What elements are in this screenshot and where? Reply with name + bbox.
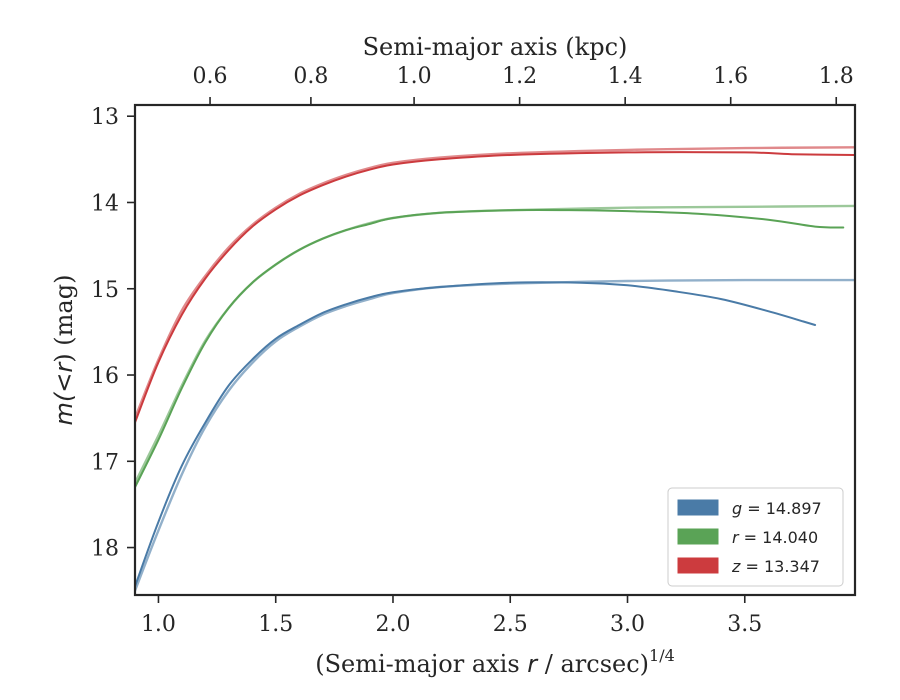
model-curve-g — [135, 278, 855, 592]
x-tick-label: 1.5 — [258, 612, 293, 637]
y-axis-title-var: r — [50, 361, 78, 373]
x-tick-label: 2.5 — [493, 612, 528, 637]
legend-band-r: r — [732, 528, 740, 547]
y-tick-label: 13 — [91, 105, 119, 130]
legend-swatch-r — [677, 528, 719, 545]
data-curve-r — [135, 209, 845, 489]
data-curve-z — [135, 151, 855, 424]
y-axis-title-lt: < — [50, 373, 78, 393]
top-tick-label: 1.2 — [502, 64, 537, 89]
legend-label-g: g = 14.897 — [732, 499, 822, 518]
top-tick-label: 1.4 — [608, 64, 643, 89]
y-tick-label: 15 — [91, 278, 119, 303]
y-axis-title-unit: ) (mag) — [50, 275, 78, 363]
legend-value-g: = 14.897 — [742, 499, 822, 518]
top-tick-label: 1.6 — [713, 64, 748, 89]
x-axis-title-suffix: / arcsec) — [537, 650, 649, 678]
x-tick-label: 2.0 — [375, 612, 410, 637]
plot-area — [135, 146, 855, 592]
top-axis-title: Semi-major axis (kpc) — [363, 33, 628, 61]
y-tick-label: 14 — [91, 191, 119, 216]
top-tick-label: 0.8 — [293, 64, 328, 89]
top-tick-label: 0.6 — [193, 64, 228, 89]
model-curve-z — [135, 146, 855, 420]
legend-label-r: r = 14.040 — [732, 528, 818, 547]
legend-band-z: z — [731, 557, 741, 576]
legend-swatch-g — [677, 499, 719, 516]
y-axis-title: m(<r) (mag) — [50, 275, 78, 426]
data-curve-g — [135, 281, 817, 588]
x-axis-title-var: r — [527, 650, 539, 678]
x-axis-title-prefix: (Semi-major axis — [315, 650, 527, 678]
x-axis-title: (Semi-major axis r / arcsec)1/4 — [315, 646, 675, 678]
x-tick-label: 3.0 — [610, 612, 645, 637]
plot-frame — [133, 103, 857, 597]
legend-swatch-z — [677, 557, 719, 574]
x-tick-label: 3.5 — [727, 612, 762, 637]
x-axis-title-exponent: 1/4 — [649, 646, 675, 665]
y-tick-label: 16 — [91, 364, 119, 389]
y-tick-label: 17 — [91, 450, 119, 475]
x-tick-label: 1.0 — [141, 612, 176, 637]
y-axis-title-m: m( — [50, 391, 78, 425]
legend-label-z: z = 13.347 — [731, 557, 820, 576]
legend-value-z: = 13.347 — [740, 557, 820, 576]
top-tick-label: 1.0 — [397, 64, 432, 89]
legend-value-r: = 14.040 — [739, 528, 819, 547]
legend-band-g: g — [732, 499, 742, 518]
ticks: 1.0 1.5 2.0 2.5 3.0 3.5 13 14 15 16 17 18 0.6 0.8 1.0 1… — [91, 64, 854, 637]
top-tick-label: 1.8 — [819, 64, 854, 89]
y-tick-label: 18 — [91, 537, 119, 562]
